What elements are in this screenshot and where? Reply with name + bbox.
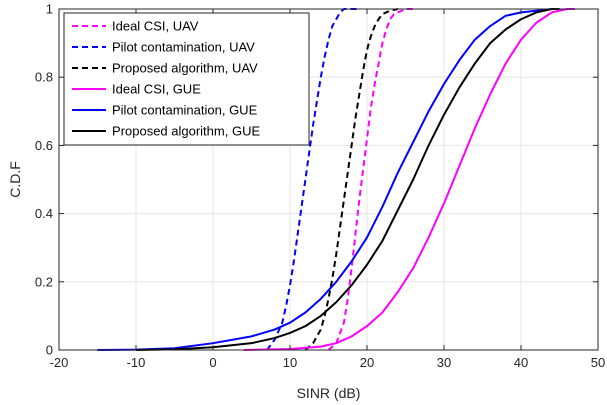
x-axis-label: SINR (dB) (297, 385, 361, 401)
legend-entry-label: Ideal CSI, UAV (112, 19, 199, 34)
x-tick-label: 10 (283, 355, 297, 370)
series-line-4 (243, 8, 575, 351)
series-line-5 (97, 8, 560, 351)
y-tick-label: 0.8 (35, 70, 53, 85)
legend-entry-label: Proposed algorithm, GUE (112, 124, 260, 139)
x-tick-label: 20 (360, 355, 374, 370)
x-tick-label: 0 (209, 355, 216, 370)
y-tick-label: 1 (46, 2, 53, 17)
x-tick-label: 40 (514, 355, 528, 370)
x-tick-label: 50 (591, 355, 605, 370)
series-line-6 (135, 8, 560, 351)
y-tick-label: 0 (46, 343, 53, 358)
legend-entry-label: Pilot contamination, GUE (112, 103, 258, 118)
ticks-layer: -20 -10 0 10 20 30 40 50 0 0.2 0.4 0.6 0.8 1 (35, 2, 605, 371)
axes-layer (58, 8, 599, 351)
y-tick-label: 0.2 (35, 274, 53, 289)
x-tick-label: -20 (50, 355, 69, 370)
legend-entry-label: Ideal CSI, GUE (112, 82, 201, 97)
legend-entry-label: Proposed algorithm, UAV (112, 61, 258, 76)
series-line-1 (327, 8, 414, 351)
legend-box (63, 12, 310, 146)
x-tick-label: -10 (127, 355, 146, 370)
y-axis-label: C.D.F (7, 161, 23, 198)
plot-area-frame (58, 8, 599, 351)
legend-entry-label: Pilot contamination, UAV (112, 40, 255, 55)
y-tick-label: 0.4 (35, 206, 53, 221)
x-tick-label: 30 (437, 355, 451, 370)
series-layer (97, 8, 575, 351)
series-line-2 (266, 8, 360, 351)
y-tick-label: 0.6 (35, 138, 53, 153)
legend: Ideal CSI, UAV Pilot contamination, UAV Pr… (63, 12, 310, 146)
